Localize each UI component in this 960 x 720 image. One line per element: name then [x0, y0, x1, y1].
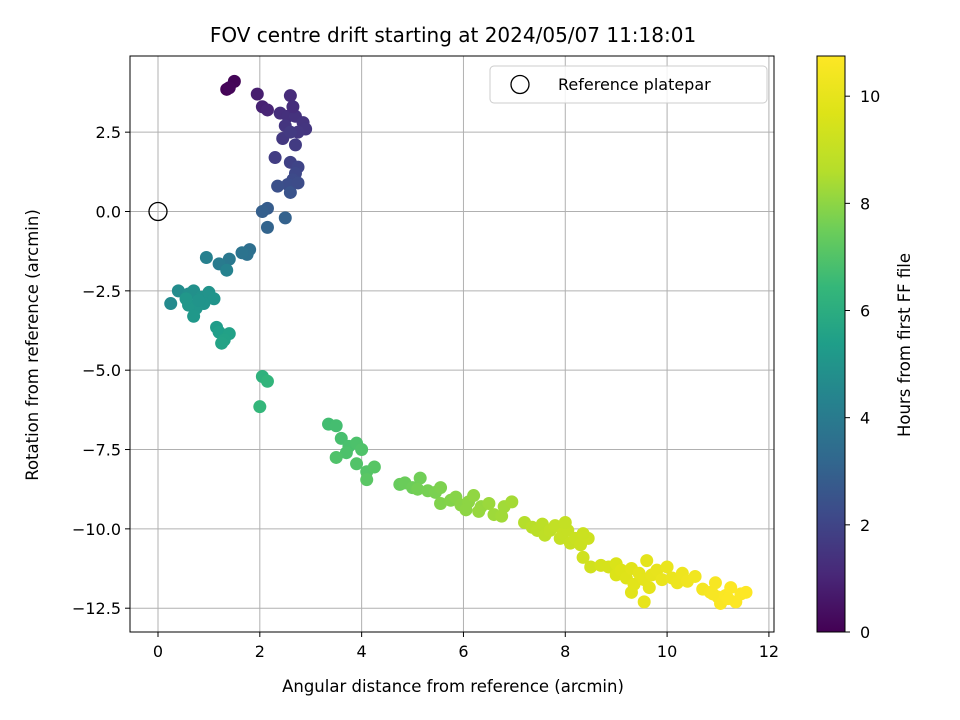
data-point: [260, 220, 274, 234]
data-point: [329, 450, 343, 464]
chart-title: FOV centre drift starting at 2024/05/07 …: [210, 23, 696, 47]
colorbar-tick-label: 8: [860, 194, 870, 213]
data-point: [360, 473, 374, 487]
x-axis-label: Angular distance from reference (arcmin): [282, 677, 624, 696]
x-tick-label: 4: [357, 642, 367, 661]
data-point: [624, 585, 638, 599]
x-tick-label: 10: [657, 642, 677, 661]
data-point: [253, 400, 267, 414]
data-point: [283, 185, 297, 199]
data-point: [576, 550, 590, 564]
x-tick-label: 0: [153, 642, 163, 661]
grid-lines: [130, 56, 774, 632]
y-tick-label: −12.5: [72, 599, 121, 618]
data-point: [660, 560, 674, 574]
y-tick-label: −10.0: [72, 520, 121, 539]
data-point: [250, 87, 264, 101]
data-points: [164, 74, 753, 610]
data-point: [655, 573, 669, 587]
data-point: [291, 176, 305, 190]
y-tick-label: 2.5: [96, 123, 121, 142]
x-tick-label: 8: [560, 642, 570, 661]
colorbar-label: Hours from first FF file: [895, 253, 914, 437]
data-point: [650, 563, 664, 577]
data-point: [199, 251, 213, 265]
data-point: [355, 443, 369, 457]
data-point: [235, 246, 249, 260]
data-point: [255, 205, 269, 219]
data-point: [339, 446, 353, 460]
data-point: [350, 457, 364, 471]
data-point: [637, 595, 651, 609]
data-point: [286, 100, 300, 114]
data-point: [222, 252, 236, 266]
data-point: [271, 179, 285, 193]
data-point: [640, 554, 654, 568]
x-tick-label: 2: [255, 642, 265, 661]
data-point: [642, 581, 656, 595]
data-point: [222, 81, 236, 95]
data-point: [724, 581, 738, 595]
reference-point: [148, 201, 168, 222]
y-axis-ticks: 2.5 0.0 −2.5 −5.0 −7.5 −10.0 −12.5: [72, 123, 130, 618]
legend-box: [489, 65, 768, 104]
colorbar: 0 2 4 6 8 10 Hours from first FF file: [816, 55, 914, 642]
colorbar-tick-label: 2: [860, 516, 870, 535]
data-point: [558, 516, 572, 530]
legend-label-reference: Reference platepar: [558, 75, 711, 94]
data-point: [283, 125, 297, 139]
data-point: [283, 89, 297, 103]
data-point: [467, 489, 481, 503]
y-tick-label: −5.0: [82, 361, 121, 380]
data-point: [260, 374, 274, 388]
x-tick-label: 6: [458, 642, 468, 661]
data-point: [576, 527, 590, 541]
data-point: [739, 585, 753, 599]
y-tick-label: −2.5: [82, 282, 121, 301]
data-point: [215, 336, 229, 350]
data-point: [329, 419, 343, 433]
reference-marker: [148, 201, 168, 222]
data-point: [268, 151, 282, 165]
data-point: [179, 292, 193, 306]
x-tick-label: 12: [759, 642, 779, 661]
x-axis-ticks: 0 2 4 6 8 10 12: [153, 632, 779, 661]
data-point: [434, 481, 448, 495]
data-point: [434, 496, 448, 510]
y-tick-label: −7.5: [82, 441, 121, 460]
data-point: [220, 263, 234, 277]
colorbar-tick-label: 4: [860, 409, 870, 428]
y-tick-label: 0.0: [96, 203, 121, 222]
data-point: [670, 576, 684, 590]
y-axis-label: Rotation from reference (arcmin): [23, 209, 42, 481]
data-point: [413, 471, 427, 485]
data-point: [367, 460, 381, 474]
data-point: [721, 592, 735, 606]
data-point: [411, 482, 425, 496]
data-point: [288, 138, 302, 152]
data-point: [482, 496, 496, 510]
data-point: [192, 293, 206, 307]
colorbar-tick-label: 10: [860, 87, 880, 106]
data-point: [207, 292, 221, 306]
data-point: [278, 211, 292, 225]
data-point: [706, 587, 720, 601]
colorbar-gradient: [816, 55, 846, 633]
data-point: [472, 504, 486, 518]
colorbar-tick-label: 6: [860, 302, 870, 321]
data-point: [688, 569, 702, 583]
legend: Reference platepar: [489, 65, 768, 104]
data-point: [708, 576, 722, 590]
colorbar-ticks: 0 2 4 6 8 10: [845, 87, 880, 642]
colorbar-tick-label: 0: [860, 623, 870, 642]
data-point: [505, 495, 519, 509]
legend-reference-marker: [510, 74, 530, 95]
data-point: [164, 297, 178, 311]
plot-frame: [129, 55, 775, 633]
data-point: [459, 503, 473, 517]
data-point: [260, 103, 274, 117]
data-point: [187, 309, 201, 323]
data-point: [584, 560, 598, 574]
